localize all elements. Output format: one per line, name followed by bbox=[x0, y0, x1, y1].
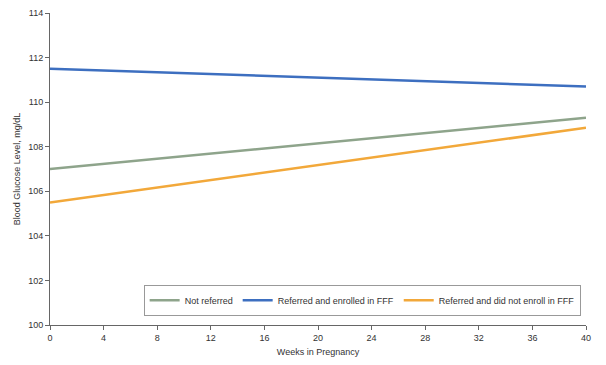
svg-text:104: 104 bbox=[28, 231, 43, 241]
svg-text:28: 28 bbox=[420, 333, 430, 343]
svg-text:Referred and did not enroll in: Referred and did not enroll in FFF bbox=[439, 296, 575, 306]
svg-text:0: 0 bbox=[47, 333, 52, 343]
svg-text:32: 32 bbox=[474, 333, 484, 343]
svg-text:110: 110 bbox=[29, 97, 43, 107]
svg-text:114: 114 bbox=[29, 8, 43, 18]
svg-text:Weeks in Pregnancy: Weeks in Pregnancy bbox=[277, 347, 360, 357]
svg-text:102: 102 bbox=[28, 276, 43, 286]
svg-text:4: 4 bbox=[101, 333, 106, 343]
svg-text:16: 16 bbox=[259, 333, 269, 343]
svg-text:100: 100 bbox=[28, 320, 43, 330]
svg-text:108: 108 bbox=[28, 142, 43, 152]
svg-text:Referred and enrolled in FFF: Referred and enrolled in FFF bbox=[278, 296, 394, 306]
svg-text:12: 12 bbox=[206, 333, 216, 343]
svg-text:24: 24 bbox=[367, 333, 377, 343]
svg-text:8: 8 bbox=[155, 333, 160, 343]
svg-text:Blood Glucose Level, mg/dL: Blood Glucose Level, mg/dL bbox=[12, 113, 22, 226]
svg-text:40: 40 bbox=[581, 333, 591, 343]
svg-text:20: 20 bbox=[313, 333, 323, 343]
svg-text:112: 112 bbox=[29, 53, 43, 63]
svg-text:106: 106 bbox=[28, 186, 43, 196]
svg-text:Not referred: Not referred bbox=[185, 296, 233, 306]
svg-text:36: 36 bbox=[527, 333, 537, 343]
